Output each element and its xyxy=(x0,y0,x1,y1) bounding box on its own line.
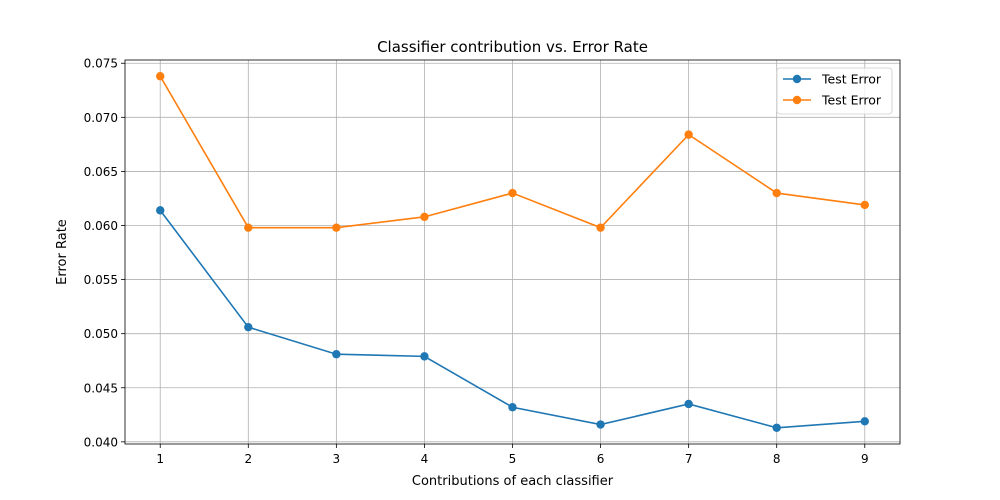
x-tick-label: 4 xyxy=(421,452,429,466)
data-point xyxy=(596,420,605,429)
series-2 xyxy=(156,72,869,232)
data-point xyxy=(420,352,429,361)
x-tick-label: 8 xyxy=(773,452,781,466)
y-tick-label: 0.040 xyxy=(84,435,118,449)
chart-title: Classifier contribution vs. Error Rate xyxy=(377,38,648,56)
data-point xyxy=(508,188,517,198)
legend-item: Test Error xyxy=(783,93,882,108)
data-point xyxy=(244,322,253,332)
y-tick-label: 0.075 xyxy=(84,57,118,71)
data-point xyxy=(156,206,165,215)
x-tick-label: 6 xyxy=(597,452,605,466)
data-point xyxy=(508,403,517,412)
y-axis-label: Error Rate xyxy=(55,219,70,285)
data-point xyxy=(772,188,781,198)
x-tick-label: 1 xyxy=(156,452,164,466)
y-tick-label: 0.055 xyxy=(84,273,118,287)
legend-item: Test Error xyxy=(783,72,882,87)
data-point xyxy=(420,212,429,222)
legend-marker xyxy=(792,95,802,105)
y-tick-label: 0.065 xyxy=(84,165,118,179)
legend-label: Test Error xyxy=(821,72,882,87)
axis-ticks: 1 2 3 4 5 6 7 8 9 0.040 0.045 0.050 0.055 0.060 0.065 0… xyxy=(84,57,869,466)
data-point xyxy=(156,72,165,81)
legend-label: Test Error xyxy=(821,93,882,108)
legend: Test Error Test Error xyxy=(776,67,893,115)
data-point xyxy=(860,417,869,426)
grid-lines xyxy=(125,60,900,444)
plot-series xyxy=(156,72,869,432)
x-tick-label: 7 xyxy=(685,452,693,466)
legend-marker xyxy=(792,74,802,84)
y-tick-label: 0.070 xyxy=(84,111,118,125)
y-tick-label: 0.060 xyxy=(84,219,118,233)
x-tick-label: 5 xyxy=(509,452,517,466)
data-point xyxy=(684,399,693,409)
series-1 xyxy=(156,206,869,432)
x-axis-label: Contributions of each classifier xyxy=(412,474,614,489)
x-tick-label: 2 xyxy=(244,452,252,466)
data-point xyxy=(772,423,781,432)
data-point xyxy=(860,200,869,210)
y-tick-label: 0.045 xyxy=(84,381,118,395)
data-point xyxy=(332,350,341,359)
data-point xyxy=(684,130,693,139)
y-tick-label: 0.050 xyxy=(84,327,118,341)
x-tick-label: 9 xyxy=(861,452,869,466)
data-point xyxy=(596,223,605,232)
data-point xyxy=(332,223,341,232)
data-point xyxy=(244,223,253,232)
x-tick-label: 3 xyxy=(333,452,341,466)
